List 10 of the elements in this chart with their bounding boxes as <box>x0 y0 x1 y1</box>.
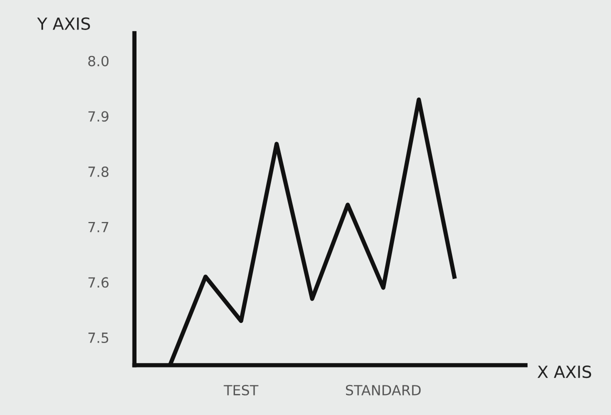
y-axis-title: Y AXIS <box>37 17 90 30</box>
y-tick-label: 7.7 <box>88 222 108 232</box>
x-tick-label: STANDARD <box>346 384 421 396</box>
y-tick-label: 7.6 <box>88 277 109 288</box>
y-tick-label: 7.9 <box>88 111 108 122</box>
y-tick-label: 7.8 <box>88 166 108 178</box>
y-tick-label: 7.5 <box>88 332 108 344</box>
x-axis-title: X AXIS <box>538 365 592 378</box>
y-tick-label: 8.0 <box>88 56 108 66</box>
x-tick-label: TEST <box>224 384 258 396</box>
